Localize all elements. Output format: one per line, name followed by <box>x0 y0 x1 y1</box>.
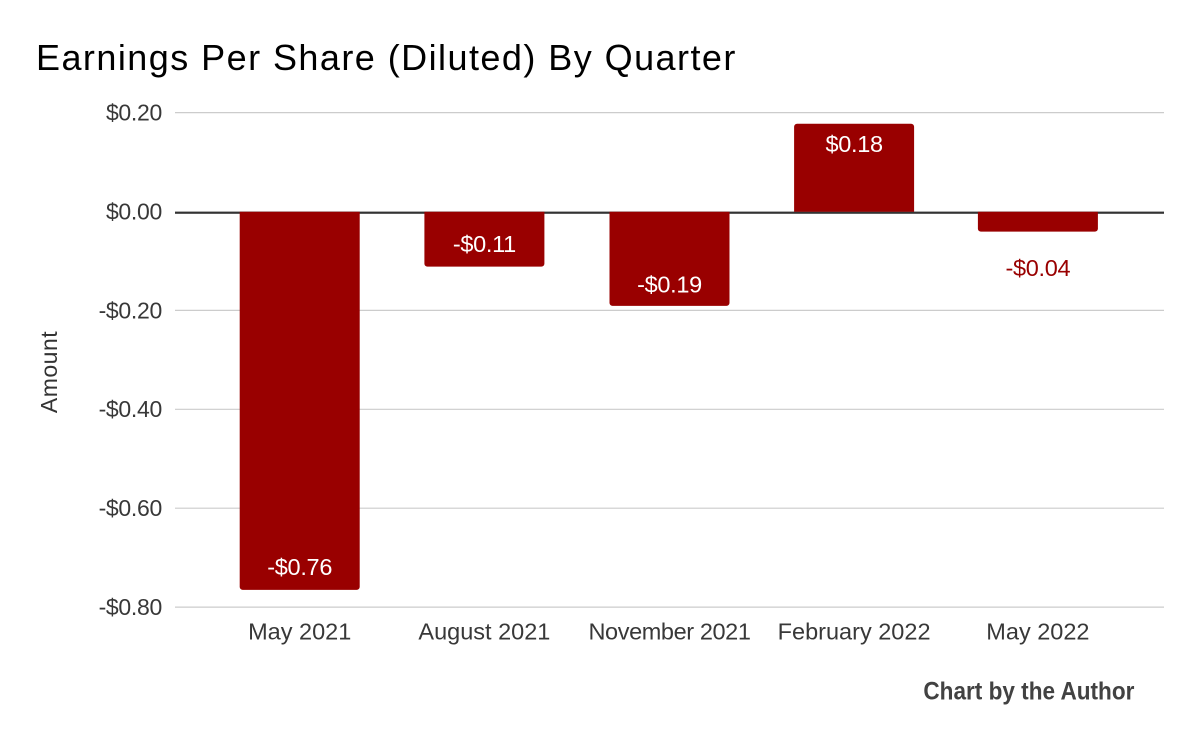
svg-text:-$0.40: -$0.40 <box>99 396 162 422</box>
svg-text:May 2022: May 2022 <box>986 618 1089 644</box>
svg-text:November 2021: November 2021 <box>588 618 750 644</box>
svg-text:$0.18: $0.18 <box>825 131 883 157</box>
svg-text:Earnings Per Share (Diluted) B: Earnings Per Share (Diluted) By Quarter <box>36 37 737 78</box>
svg-text:-$0.19: -$0.19 <box>637 271 702 297</box>
svg-text:-$0.04: -$0.04 <box>1005 255 1070 281</box>
svg-text:-$0.80: -$0.80 <box>99 594 162 620</box>
svg-text:-$0.11: -$0.11 <box>453 231 516 257</box>
svg-text:May 2021: May 2021 <box>248 618 351 644</box>
svg-text:Amount: Amount <box>36 331 62 413</box>
svg-text:-$0.20: -$0.20 <box>99 297 162 323</box>
svg-text:$0.20: $0.20 <box>106 100 162 126</box>
svg-text:-$0.76: -$0.76 <box>267 554 332 580</box>
svg-text:August 2021: August 2021 <box>418 618 550 644</box>
svg-text:Chart by the Author: Chart by the Author <box>923 678 1134 706</box>
svg-text:-$0.60: -$0.60 <box>99 495 162 521</box>
svg-text:$0.00: $0.00 <box>106 198 162 224</box>
svg-text:February 2022: February 2022 <box>778 618 931 644</box>
